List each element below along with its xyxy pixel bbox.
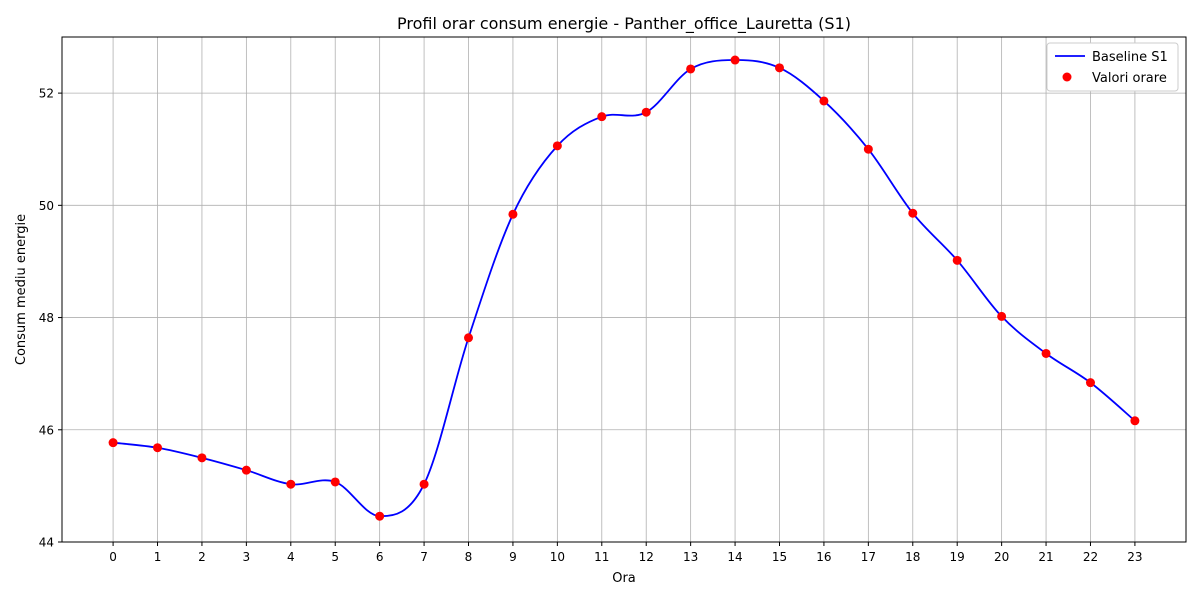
x-tick-label: 15 [772, 550, 787, 564]
x-tick-label: 7 [420, 550, 428, 564]
legend-dot-swatch [1062, 72, 1072, 82]
y-tick-label: 50 [39, 199, 54, 213]
x-tick-label: 11 [594, 550, 609, 564]
data-point [730, 55, 740, 65]
legend: Baseline S1 Valori orare [1046, 42, 1179, 92]
x-tick-label: 10 [550, 550, 565, 564]
x-tick-label: 6 [376, 550, 384, 564]
data-point [641, 107, 651, 117]
data-point [375, 511, 385, 521]
data-point [597, 112, 607, 122]
x-tick-label: 16 [816, 550, 831, 564]
x-tick-label: 21 [1038, 550, 1053, 564]
data-point [819, 96, 829, 106]
data-point [330, 477, 340, 487]
y-tick-label: 44 [39, 536, 54, 550]
data-point [1130, 416, 1140, 426]
data-point [241, 465, 251, 475]
data-point [952, 255, 962, 265]
data-point [419, 479, 429, 489]
x-axis: 0 1 2 3 4 5 6 7 8 9 10 11 12 13 14 15 16 17 18 19 20 21 22 23 [109, 542, 1143, 564]
x-tick-label: 2 [198, 550, 206, 564]
legend-box [1046, 42, 1179, 92]
data-point [552, 141, 562, 151]
chart-title: Profil orar consum energie - Panther_off… [397, 14, 851, 34]
data-point [774, 63, 784, 73]
data-point [197, 453, 207, 463]
data-point [286, 479, 296, 489]
x-tick-label: 19 [950, 550, 965, 564]
x-tick-label: 5 [331, 550, 339, 564]
y-tick-label: 52 [39, 87, 54, 101]
plot-area-frame [61, 36, 1187, 543]
x-tick-label: 4 [287, 550, 295, 564]
data-point [1085, 378, 1095, 388]
x-tick-label: 17 [861, 550, 876, 564]
x-tick-label: 22 [1083, 550, 1098, 564]
x-tick-label: 1 [154, 550, 162, 564]
scatter-points [108, 55, 1140, 521]
data-point [686, 64, 696, 74]
x-tick-label: 3 [243, 550, 251, 564]
x-tick-label: 8 [465, 550, 473, 564]
x-tick-label: 20 [994, 550, 1009, 564]
y-axis-title: Consum mediu energie [14, 214, 29, 365]
legend-label-baseline: Baseline S1 [1092, 50, 1168, 65]
data-point [908, 208, 918, 218]
data-point [153, 443, 163, 453]
data-point [464, 333, 474, 343]
y-tick-label: 46 [39, 423, 54, 437]
series-line-baseline [112, 59, 1136, 518]
x-tick-label: 18 [905, 550, 920, 564]
data-point [108, 438, 118, 448]
data-point [1041, 348, 1051, 358]
x-tick-label: 12 [639, 550, 654, 564]
legend-label-points: Valori orare [1092, 71, 1167, 86]
x-tick-label: 9 [509, 550, 517, 564]
data-point [508, 209, 518, 219]
x-tick-label: 14 [727, 550, 742, 564]
x-tick-label: 23 [1127, 550, 1142, 564]
data-point [997, 311, 1007, 321]
y-tick-label: 48 [39, 311, 54, 325]
x-axis-title: Ora [612, 571, 636, 586]
x-tick-label: 13 [683, 550, 698, 564]
data-point [863, 144, 873, 154]
y-axis: 44 46 48 50 52 [39, 87, 62, 550]
x-tick-label: 0 [109, 550, 117, 564]
